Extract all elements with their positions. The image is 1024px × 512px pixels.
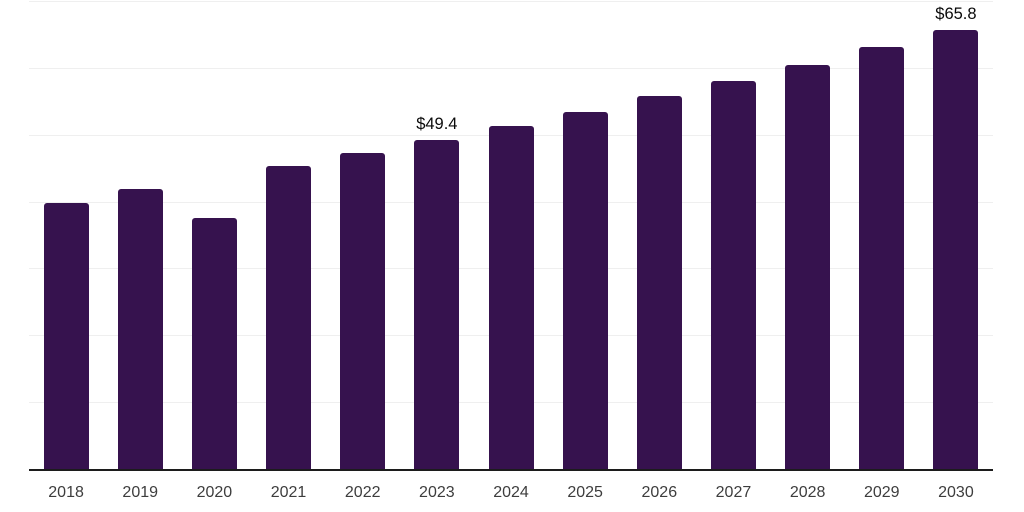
bar-2023: [414, 139, 460, 470]
x-tick-label-2025: 2025: [567, 484, 603, 501]
x-tick-label-2019: 2019: [122, 484, 159, 501]
x-tick-label-2029: 2029: [863, 484, 900, 501]
bar-2021: [266, 165, 312, 470]
bar-2028: [785, 64, 831, 470]
bar-2027: [710, 80, 756, 470]
bar-value-label-2023: $49.4: [416, 114, 458, 133]
bar-2022: [340, 153, 386, 470]
x-tick-label-2018: 2018: [48, 484, 84, 501]
bar-2019: [117, 189, 163, 470]
bar-2026: [636, 96, 682, 470]
bar-2024: [488, 125, 534, 470]
bar-2018: [43, 202, 89, 470]
x-tick-label-2024: 2024: [493, 484, 529, 501]
x-tick-label-2023: 2023: [419, 484, 455, 501]
x-tick-label-2026: 2026: [641, 484, 678, 501]
bar-2030: [933, 30, 979, 470]
x-tick-label-2020: 2020: [196, 484, 233, 501]
bar-2029: [859, 47, 905, 470]
gridline-y-60: [29, 67, 993, 69]
x-tick-label-2021: 2021: [270, 484, 307, 501]
gridline-y-70: [29, 1, 993, 2]
x-tick-label-2027: 2027: [715, 484, 752, 501]
x-tick-label-2022: 2022: [344, 484, 381, 501]
bar-2025: [562, 111, 608, 470]
x-tick-label-2028: 2028: [789, 484, 826, 501]
x-tick-label-2030: 2030: [938, 484, 974, 501]
bar-value-label-2030: $65.8: [935, 5, 977, 24]
x-axis-line: [29, 469, 993, 471]
bar-2020: [191, 217, 237, 470]
